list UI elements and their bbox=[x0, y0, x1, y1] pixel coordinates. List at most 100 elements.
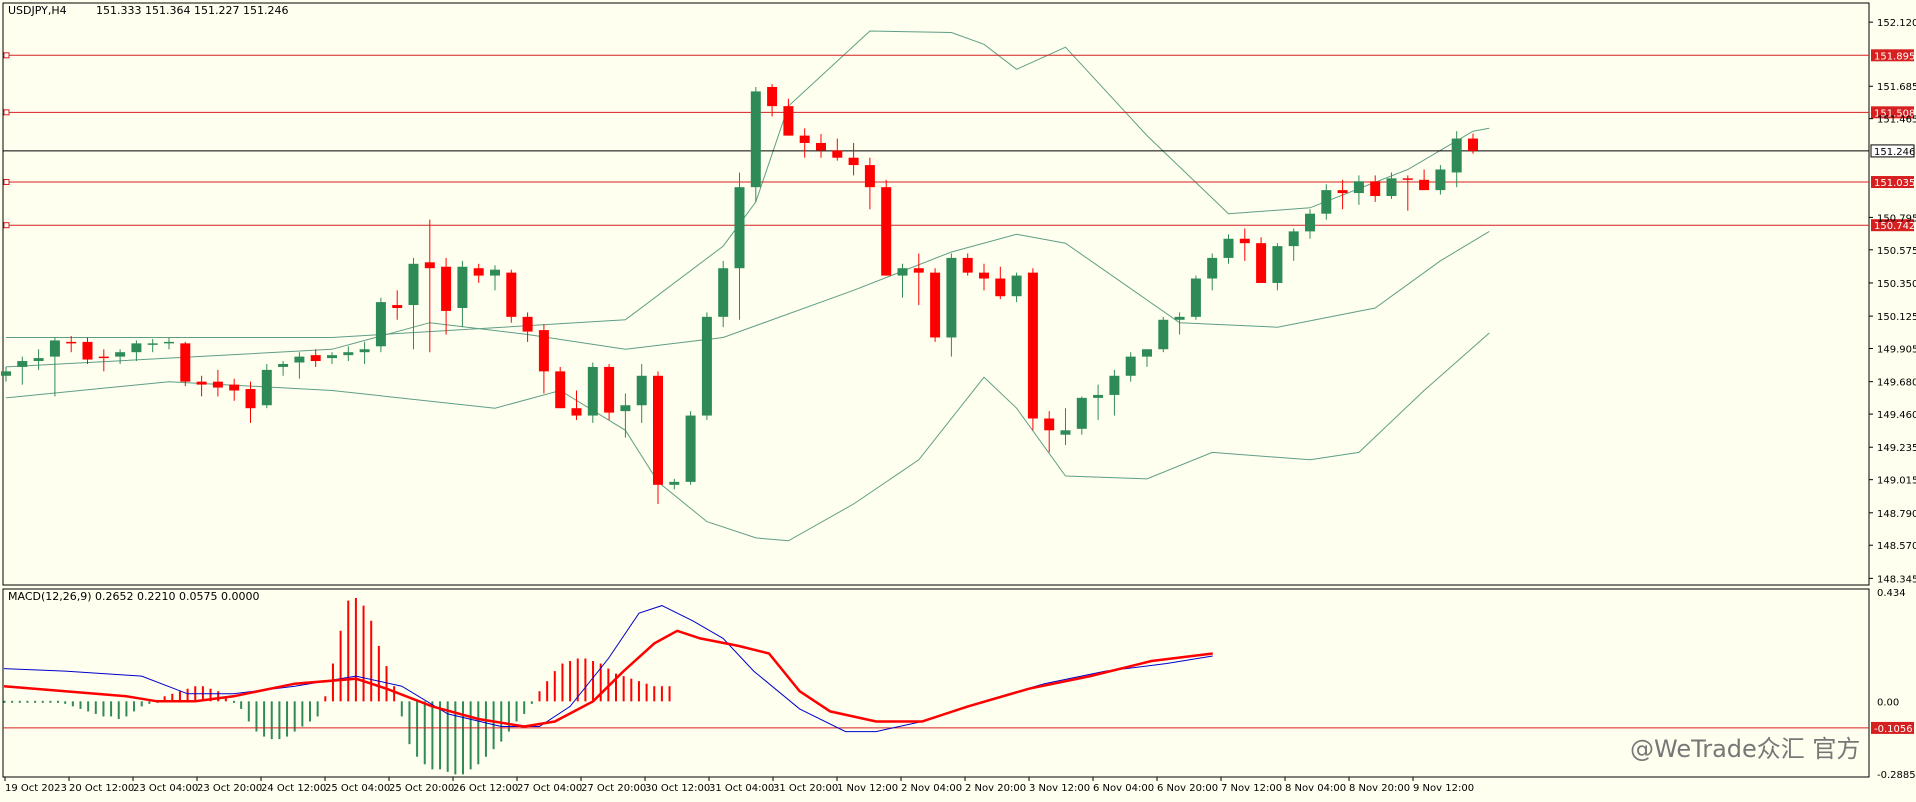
candle bbox=[1370, 175, 1381, 202]
macd-axis-label: -0.2885 bbox=[1877, 770, 1916, 781]
candle-body bbox=[1272, 246, 1283, 283]
candle-body bbox=[310, 355, 321, 362]
candle-body bbox=[506, 272, 517, 317]
candle-body bbox=[669, 481, 680, 485]
candle-body bbox=[1402, 178, 1413, 180]
candle-body bbox=[571, 408, 582, 416]
time-label: 8 Nov 20:00 bbox=[1349, 783, 1410, 794]
bollinger-middle-line bbox=[5, 230, 1490, 368]
watermark: @WeTrade众汇 官方 bbox=[1630, 735, 1860, 763]
candle-body bbox=[424, 262, 435, 269]
candle-body bbox=[261, 369, 272, 406]
time-label: 31 Oct 20:00 bbox=[773, 783, 838, 794]
candle bbox=[212, 369, 223, 397]
candle-body bbox=[1451, 138, 1462, 173]
candle bbox=[33, 349, 44, 370]
candle-body bbox=[1158, 319, 1169, 350]
candle-body bbox=[946, 257, 957, 338]
candle-body bbox=[604, 366, 615, 413]
candle bbox=[196, 375, 207, 397]
level-handle bbox=[3, 179, 10, 186]
time-label: 23 Oct 04:00 bbox=[133, 783, 198, 794]
level-handle bbox=[3, 52, 10, 59]
candle bbox=[881, 179, 892, 276]
candle-body bbox=[131, 343, 142, 353]
candle bbox=[49, 337, 60, 397]
candle-body bbox=[1060, 430, 1071, 435]
price-tick-label: 149.460 bbox=[1877, 410, 1916, 421]
level-handle bbox=[3, 109, 10, 116]
candle bbox=[799, 128, 810, 158]
candle bbox=[1223, 234, 1234, 264]
candle bbox=[147, 338, 158, 353]
candle-body bbox=[979, 272, 989, 279]
time-label: 6 Nov 20:00 bbox=[1157, 783, 1218, 794]
candle bbox=[1321, 184, 1332, 220]
candle bbox=[1044, 411, 1055, 453]
candle bbox=[457, 260, 468, 328]
candle-body bbox=[1435, 169, 1446, 191]
macd-histogram-bar bbox=[11, 700, 14, 703]
candle bbox=[1337, 179, 1348, 210]
time-label: 24 Oct 12:00 bbox=[261, 783, 326, 794]
candle-body bbox=[1, 371, 11, 376]
time-label: 27 Oct 04:00 bbox=[517, 783, 582, 794]
candle-body bbox=[653, 375, 663, 485]
candle-body bbox=[164, 341, 174, 344]
price-tick-label: 152.120 bbox=[1877, 18, 1916, 29]
candle bbox=[653, 371, 663, 504]
candle-body bbox=[343, 352, 354, 356]
candle bbox=[1190, 275, 1201, 320]
bollinger-upper-line bbox=[6, 30, 1490, 338]
candle bbox=[995, 266, 1006, 300]
candle-body bbox=[1011, 275, 1022, 297]
time-label: 1 Nov 12:00 bbox=[837, 783, 898, 794]
candle bbox=[962, 253, 973, 276]
candle bbox=[587, 362, 598, 423]
candle-body bbox=[229, 384, 240, 391]
candle-body bbox=[1321, 190, 1332, 214]
current-price-label: 151.246 bbox=[1874, 147, 1915, 158]
macd-histogram-bar bbox=[41, 700, 44, 703]
candle bbox=[1272, 243, 1283, 291]
candle bbox=[1093, 384, 1104, 420]
candle-body bbox=[490, 269, 500, 276]
candle-body bbox=[1239, 238, 1250, 244]
candle bbox=[1011, 272, 1022, 303]
candle-body bbox=[82, 341, 93, 360]
candle-body bbox=[767, 86, 778, 107]
candle bbox=[180, 341, 191, 387]
candle-body bbox=[799, 135, 810, 143]
candle bbox=[816, 134, 826, 158]
candle bbox=[1125, 352, 1136, 382]
candle bbox=[1109, 369, 1120, 416]
macd-label: MACD(12,26,9) 0.2652 0.2210 0.0575 0.000… bbox=[8, 590, 260, 603]
price-tick-label: 148.790 bbox=[1877, 509, 1916, 520]
candle-body bbox=[115, 352, 126, 357]
candle-body bbox=[864, 165, 875, 188]
macd-histogram-bar bbox=[233, 700, 235, 703]
candle-body bbox=[408, 263, 419, 306]
price-tick-label: 151.465 bbox=[1877, 115, 1916, 126]
candle bbox=[1060, 408, 1071, 446]
candle bbox=[979, 263, 989, 291]
candle-body bbox=[587, 366, 598, 416]
time-label: 2 Nov 04:00 bbox=[901, 783, 962, 794]
candle bbox=[1419, 169, 1430, 191]
candle bbox=[310, 349, 321, 367]
candle-body bbox=[1305, 213, 1315, 232]
candle-body bbox=[1386, 178, 1397, 197]
candle-body bbox=[473, 268, 484, 276]
candle-body bbox=[1093, 394, 1104, 398]
candle-body bbox=[33, 358, 44, 362]
candle bbox=[913, 253, 924, 306]
candle bbox=[1076, 396, 1087, 435]
candle bbox=[522, 312, 533, 342]
candle bbox=[1207, 253, 1218, 291]
level-price-tag bbox=[1871, 49, 1914, 62]
candle-body bbox=[685, 415, 696, 482]
candle bbox=[571, 390, 582, 420]
candle bbox=[131, 340, 142, 362]
level-price-label: 151.035 bbox=[1874, 178, 1915, 189]
candle-body bbox=[1223, 238, 1234, 258]
